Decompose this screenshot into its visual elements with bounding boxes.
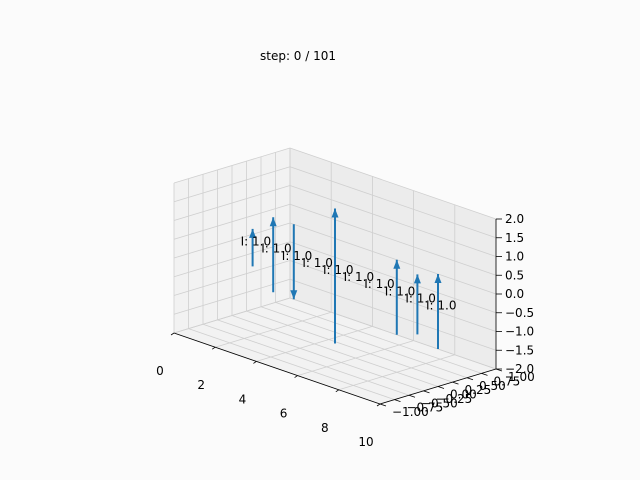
grid-line — [217, 319, 424, 392]
arrow-label: I: 1.0 — [385, 284, 415, 298]
z-tick-label: −1.0 — [505, 325, 534, 339]
grid-line — [289, 241, 497, 314]
z-tick-label: 0.0 — [505, 287, 524, 301]
grid-line — [173, 260, 291, 296]
arrow-label: I: 1.0 — [426, 299, 456, 313]
grid-line — [173, 222, 291, 259]
y-tick-label: 0.50 — [479, 379, 506, 393]
chart-title: step: 0 / 101 — [259, 49, 337, 63]
arrow-head — [290, 290, 298, 300]
arrow-label: I: 1.0 — [323, 263, 353, 277]
grid-line — [188, 328, 395, 401]
z-tick-label: 1.0 — [505, 250, 524, 264]
arrow-head — [434, 274, 442, 283]
arrow-head — [331, 208, 339, 218]
y-tick — [437, 386, 445, 389]
arrow-label: I: 1.0 — [344, 270, 374, 284]
tick-labels: 0246810−1.00−0.75−0.50−0.250.000.250.500… — [156, 212, 535, 449]
y-tick — [379, 403, 387, 407]
grid-line — [173, 278, 291, 315]
x-tick — [170, 332, 175, 336]
grid-line — [289, 260, 497, 332]
y-tick-label: −0.50 — [421, 396, 458, 410]
arrow-label: I: 1.0 — [261, 242, 291, 256]
y-tick-label: 0.00 — [450, 388, 477, 402]
x-tick — [376, 403, 381, 407]
grid-line — [275, 301, 482, 374]
arrow-head — [393, 259, 401, 269]
grid-line — [173, 147, 291, 184]
y-tick — [423, 390, 430, 394]
grid-line — [173, 203, 291, 240]
grid-line — [289, 185, 497, 257]
x-tick-label: 4 — [239, 392, 247, 406]
grid-line — [173, 297, 291, 334]
x-tick — [253, 361, 257, 364]
grid-line — [246, 310, 453, 383]
x-tick-label: 8 — [321, 421, 329, 435]
y-tick-label: −0.75 — [407, 401, 444, 415]
x-tick — [335, 389, 340, 393]
y-tick — [452, 381, 459, 385]
z-tick-label: 1.5 — [505, 231, 524, 245]
arrow-label: I: 1.0 — [364, 277, 394, 291]
tick-marks — [170, 218, 503, 407]
x-axis-line — [173, 332, 381, 405]
y-tick — [408, 394, 416, 398]
y-tick — [394, 399, 401, 403]
grid-line — [202, 323, 410, 396]
arrow-label: I: 1.0 — [282, 249, 312, 263]
x-tick — [294, 375, 298, 378]
grid-line — [289, 278, 497, 351]
arrow-label: I: 1.0 — [241, 235, 271, 249]
z-tick-label: −1.5 — [505, 343, 534, 357]
y-tick — [481, 372, 488, 376]
grid-line — [289, 147, 497, 220]
x-tick — [211, 346, 216, 350]
arrow-label: I: 1.0 — [302, 256, 332, 270]
grid-line — [289, 297, 497, 370]
grid-line — [289, 166, 497, 239]
grid-line — [260, 306, 468, 379]
y-tick-label: −0.25 — [436, 392, 473, 406]
y-tick-label: 0.75 — [494, 374, 521, 388]
arrow-labels: I: 1.0I: 1.0I: 1.0I: 1.0I: 1.0I: 1.0I: 1… — [241, 235, 457, 313]
grid-line — [173, 166, 291, 203]
y-tick-label: 1.00 — [508, 370, 535, 384]
arrow-label: I: 1.0 — [405, 291, 435, 305]
z-tick-label: 0.5 — [505, 268, 524, 282]
x-tick-label: 0 — [156, 364, 164, 378]
z-tick-label: 2.0 — [505, 212, 524, 226]
arrow-head — [269, 217, 277, 227]
y-tick-label: 0.25 — [465, 383, 492, 397]
grid-line — [289, 203, 497, 276]
y-tick — [466, 377, 474, 381]
arrow-head — [413, 274, 421, 284]
grid-line — [289, 222, 497, 295]
quiver-arrows — [249, 208, 442, 349]
x-tick-label: 6 — [280, 407, 288, 421]
x-tick-label: 10 — [358, 435, 373, 449]
z-tick-label: −0.5 — [505, 306, 534, 320]
x-tick-label: 2 — [197, 378, 205, 392]
grid-lines — [173, 147, 497, 405]
z-tick-label: −2.0 — [505, 362, 534, 376]
grid-line — [173, 185, 291, 221]
y-tick-label: −1.00 — [392, 405, 429, 419]
arrow-head — [249, 228, 257, 238]
grid-line — [173, 241, 291, 278]
grid-line — [231, 315, 439, 387]
